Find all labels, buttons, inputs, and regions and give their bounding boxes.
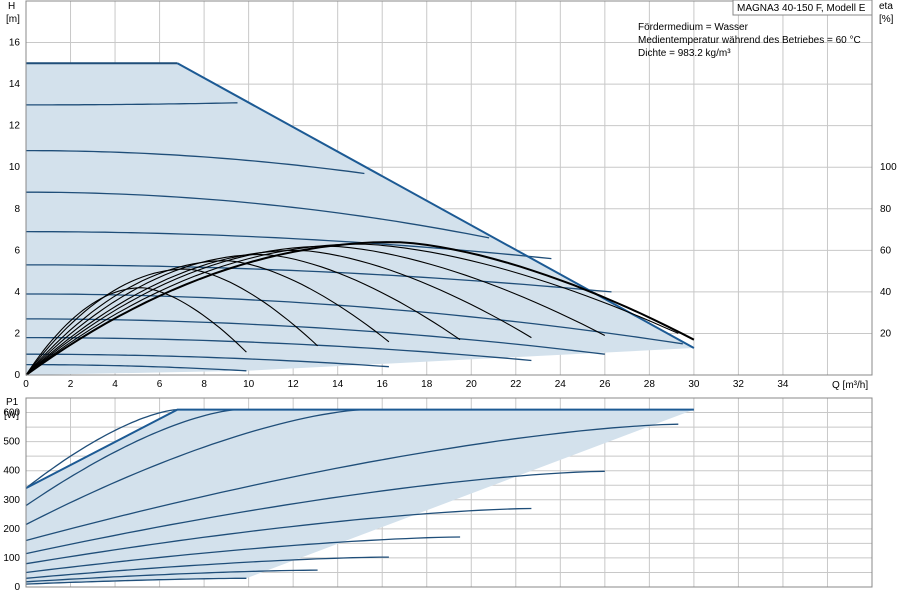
power-curve	[25, 577, 247, 585]
x-tick-label: 6	[157, 379, 163, 390]
head-curve	[26, 102, 238, 106]
x-tick-label: 34	[777, 379, 789, 390]
eta-curve	[25, 268, 318, 376]
x-tick-label: 8	[201, 379, 207, 390]
power-curve	[25, 470, 605, 555]
eta-curve	[25, 249, 532, 376]
x-tick-label: 30	[688, 379, 700, 390]
head-axis-unit: [m]	[6, 14, 20, 25]
head-plot-frame	[25, 0, 873, 376]
eta-tick-label: 60	[880, 245, 892, 256]
power-curve	[25, 408, 365, 526]
flow-axis-label: Q [m³/h]	[832, 380, 868, 391]
head-axis-label: H	[8, 1, 15, 12]
chart-title: MAGNA3 40-150 F, Modell E	[737, 3, 866, 14]
y-tick-label: 4	[14, 287, 20, 298]
x-tick-label: 16	[377, 379, 389, 390]
power-tick-label: 600	[3, 408, 20, 419]
eta-curve	[25, 260, 390, 376]
head-curve	[26, 264, 612, 293]
eta-axis-label: eta	[879, 1, 893, 12]
power-plot-frame	[25, 397, 873, 588]
title-box	[732, 0, 873, 16]
x-tick-label: 32	[733, 379, 745, 390]
info-density: Dichte = 983.2 kg/m³	[638, 48, 731, 59]
head-curves	[25, 62, 695, 372]
eta-tick-label: 100	[880, 162, 897, 173]
power-axis-label: P1	[6, 397, 19, 408]
head-curve	[26, 363, 247, 372]
eta-tick-label: 40	[880, 287, 892, 298]
y-tick-label: 12	[9, 121, 21, 132]
power-tick-label: 200	[3, 524, 20, 535]
head-curve	[26, 149, 365, 175]
power-axis-unit: [W]	[4, 410, 19, 421]
x-tick-label: 28	[644, 379, 656, 390]
y-tick-label: 0	[14, 370, 20, 381]
x-tick-label: 24	[555, 379, 567, 390]
efficiency-curves	[25, 241, 695, 376]
eta-axis-unit: [%]	[879, 14, 894, 25]
head-curve	[26, 336, 532, 362]
head-envelope	[26, 63, 694, 376]
x-tick-label: 12	[288, 379, 300, 390]
power-ticks: 0 100 200 300 400 500 600	[3, 408, 20, 593]
power-tick-label: 100	[3, 553, 20, 564]
y-tick-label: 16	[9, 38, 21, 49]
y-tick-label: 10	[9, 162, 21, 173]
head-curve	[26, 191, 490, 239]
y-tick-label: 14	[9, 79, 21, 90]
power-tick-label: 500	[3, 437, 20, 448]
x-tick-label: 20	[466, 379, 478, 390]
x-tick-label: 14	[332, 379, 344, 390]
x-tick-label: 18	[421, 379, 433, 390]
x-tick-label: 10	[243, 379, 255, 390]
head-curve	[25, 230, 552, 260]
power-curve	[25, 423, 679, 542]
power-curve	[25, 556, 389, 579]
eta-tick-label: 80	[880, 204, 892, 215]
power-curves	[25, 408, 694, 585]
head-curve	[26, 353, 389, 368]
eta-curve	[25, 287, 247, 376]
head-envelope-edge	[176, 62, 695, 349]
power-tick-label: 400	[3, 466, 20, 477]
x-tick-label: 22	[510, 379, 522, 390]
head-ticks: 0 2 4 6 8 10 12 14 16 18 20 22 24 26 28 30 32 34024681012…	[9, 38, 897, 390]
power-curve	[25, 408, 178, 489]
power-envelope-edge	[25, 408, 694, 489]
x-tick-label: 4	[112, 379, 118, 390]
y-tick-label: 8	[14, 204, 20, 215]
power-curve	[25, 536, 461, 574]
y-tick-label: 2	[14, 328, 20, 339]
power-curve	[25, 507, 532, 565]
eta-curve	[25, 241, 695, 376]
power-tick-label: 300	[3, 495, 20, 506]
x-tick-label: 2	[68, 379, 74, 390]
power-curve	[25, 408, 238, 507]
x-tick-label: 26	[599, 379, 611, 390]
y-tick-label: 6	[14, 245, 20, 256]
power-curve	[25, 569, 318, 583]
power-envelope	[26, 409, 694, 585]
x-tick-label: 0	[23, 379, 29, 390]
info-temperature: Medientemperatur während des Betriebes =…	[638, 35, 861, 46]
eta-tick-label: 20	[880, 328, 892, 339]
power-tick-label: 0	[14, 582, 20, 593]
head-curve	[26, 318, 605, 355]
info-medium: Fördermedium = Wasser	[638, 22, 749, 33]
